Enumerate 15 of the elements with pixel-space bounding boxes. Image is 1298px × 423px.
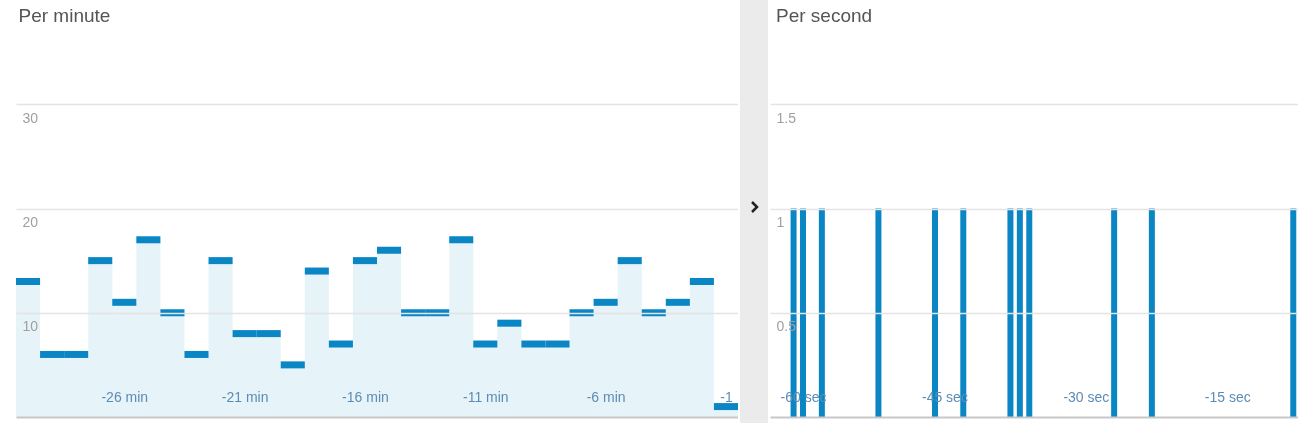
y-tick-label: 1.5 <box>776 109 797 126</box>
y-tick-label: 10 <box>22 318 39 335</box>
chart-title: Per second <box>776 5 873 26</box>
x-tick-label: -6 min <box>586 388 626 405</box>
x-tick-label: -15 sec <box>1204 388 1251 405</box>
y-tick-label: 1 <box>776 214 785 230</box>
y-tick-label: 20 <box>22 214 39 230</box>
chart-title: Per minute <box>18 5 111 26</box>
y-tick-label: 30 <box>22 109 39 126</box>
x-tick-label: -1 <box>720 388 733 405</box>
x-tick-label: -21 min <box>221 388 269 405</box>
x-tick-label: -30 sec <box>1063 388 1110 405</box>
x-tick-label: -16 min <box>342 388 389 405</box>
x-tick-label: -26 min <box>101 388 149 405</box>
x-tick-label: -11 min <box>462 388 509 405</box>
